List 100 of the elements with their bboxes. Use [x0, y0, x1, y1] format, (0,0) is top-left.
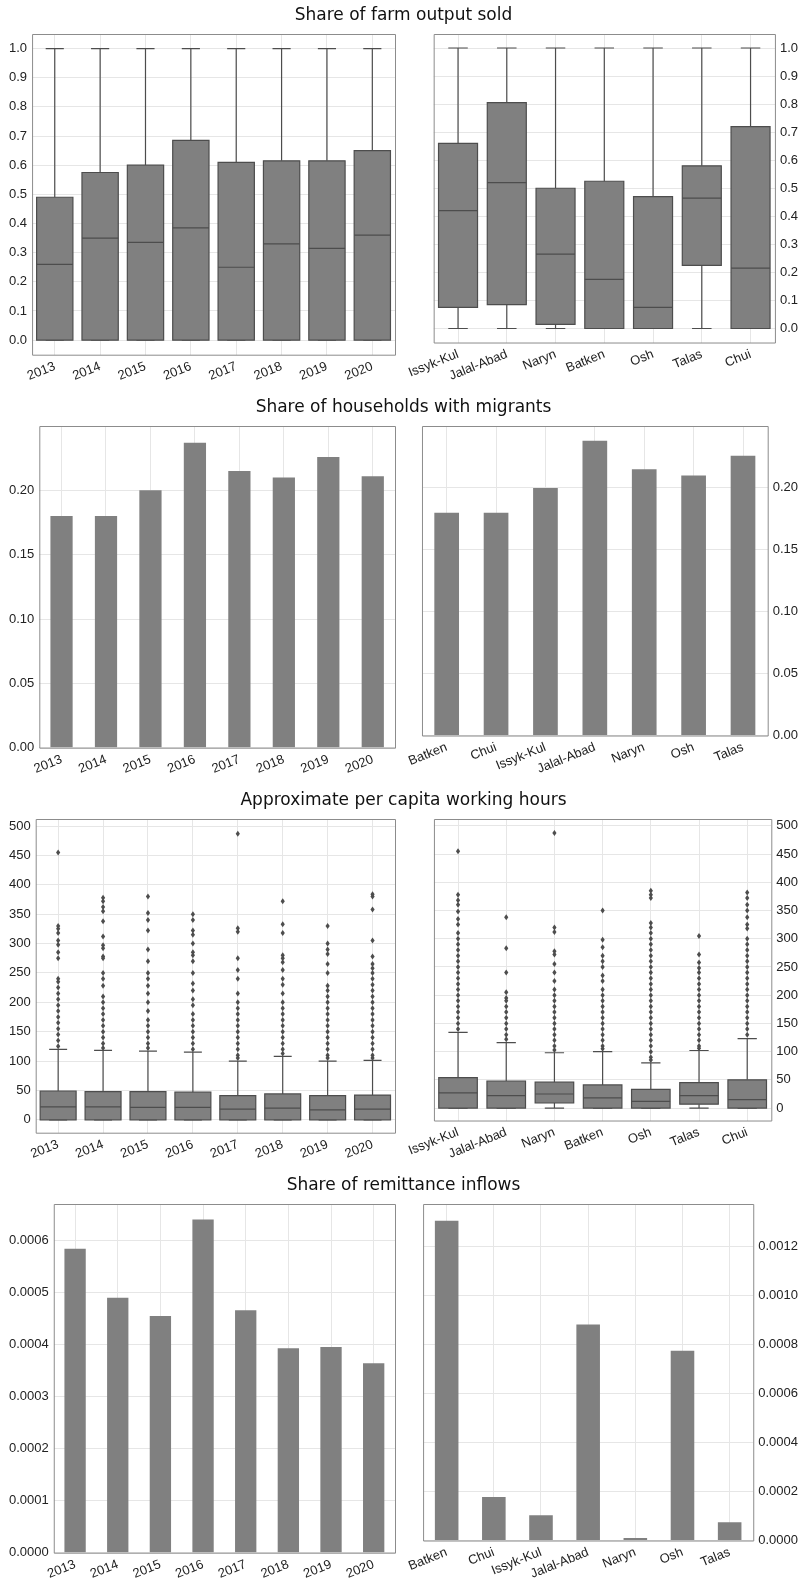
y-tick-label: 0.0004: [9, 1336, 49, 1352]
x-tick-label: Osh: [627, 345, 656, 369]
y-tick-label: 0.0: [8, 331, 28, 347]
y-tick-label: 0.4: [779, 207, 799, 223]
x-tick-label: 2014: [76, 751, 109, 776]
y-tick-label: 0.0008: [758, 1336, 798, 1352]
y-tick-label: 50: [776, 1071, 791, 1087]
x-tick-label: 2015: [130, 1556, 163, 1581]
y-tick-label: 100: [776, 1043, 799, 1059]
y-tick-label: 0.0001: [9, 1492, 49, 1508]
x-tick-label: Batken: [405, 1543, 450, 1574]
y-tick-label: 0.2: [8, 273, 28, 289]
x-tick-label: Talas: [711, 738, 746, 765]
y-tick-label: 0.20: [8, 481, 35, 497]
x-tick-label: 2018: [253, 751, 287, 776]
y-tick-label: 0.4: [8, 215, 28, 231]
x-tick-label: Batken: [405, 738, 450, 769]
x-tick-label: Talas: [670, 345, 705, 372]
y-tick-label: 0.3: [779, 235, 799, 251]
y-tick-label: 200: [8, 993, 31, 1009]
y-tick-label: 450: [776, 845, 799, 861]
x-tick-label: 2016: [162, 1136, 196, 1161]
chart-title: Share of farm output sold: [293, 4, 514, 24]
x-tick-label: 2017: [207, 1136, 241, 1161]
chart-title: Share of households with migrants: [254, 396, 553, 416]
y-tick-label: 1.0: [8, 40, 28, 56]
y-tick-label: 0.0002: [9, 1440, 49, 1456]
x-tick-label: 2019: [301, 1556, 334, 1581]
y-tick-label: 0.3: [8, 244, 28, 260]
x-tick-label: 2020: [342, 751, 376, 776]
x-tick-label: Naryn: [600, 1543, 638, 1571]
x-tick-label: 2013: [28, 1136, 61, 1161]
x-tick-label: 2015: [115, 358, 148, 383]
x-tick-label: Naryn: [608, 738, 647, 766]
y-tick-label: 300: [8, 935, 31, 951]
y-tick-label: 0.5: [779, 179, 799, 195]
y-tick-label: 400: [776, 873, 799, 889]
x-tick-label: Talas: [698, 1543, 733, 1570]
y-tick-label: 0.2: [779, 263, 799, 279]
x-tick-label: 2019: [296, 358, 330, 383]
y-tick-label: 0: [776, 1099, 784, 1115]
x-tick-label: 2015: [120, 751, 153, 776]
x-tick-label: 2017: [209, 751, 242, 776]
y-tick-label: 250: [8, 964, 31, 980]
x-tick-label: Chui: [719, 1123, 750, 1148]
y-tick-label: 0.20: [772, 479, 799, 495]
y-tick-label: 0.8: [779, 95, 799, 111]
y-tick-label: 0.05: [8, 674, 35, 690]
y-tick-label: 0.0000: [758, 1532, 798, 1548]
y-tick-label: 0.0006: [9, 1232, 49, 1248]
x-tick-label: 2017: [215, 1556, 249, 1581]
x-tick-label: 2018: [252, 1136, 286, 1161]
x-tick-label: 2014: [70, 358, 103, 383]
x-tick-label: Chui: [722, 345, 754, 370]
y-tick-label: 150: [776, 1014, 799, 1030]
y-tick-label: 0.15: [8, 546, 35, 562]
y-tick-label: 0.7: [8, 127, 28, 143]
x-tick-label: 2020: [343, 1556, 377, 1581]
x-tick-label: 2019: [298, 751, 331, 776]
x-tick-label: Naryn: [519, 1123, 557, 1151]
y-tick-label: 0.9: [8, 69, 28, 85]
y-tick-label: 0.00: [772, 727, 799, 743]
y-tick-label: 0.05: [772, 665, 799, 681]
y-tick-label: 500: [776, 817, 799, 833]
x-tick-label: 2016: [160, 358, 194, 383]
y-tick-label: 0.10: [772, 603, 799, 619]
x-tick-label: 2013: [24, 358, 58, 383]
y-tick-label: 0.1: [779, 292, 799, 308]
y-tick-label: 0.0: [779, 320, 799, 336]
y-tick-label: 0.0006: [758, 1385, 798, 1401]
y-tick-label: 0.0010: [758, 1287, 798, 1303]
y-tick-label: 200: [776, 986, 799, 1002]
y-tick-label: 0.0004: [758, 1434, 798, 1450]
x-tick-label: Talas: [667, 1123, 702, 1150]
y-tick-label: 350: [776, 902, 799, 918]
y-tick-label: 0.6: [779, 151, 799, 167]
y-tick-label: 350: [8, 905, 31, 921]
x-tick-label: 2020: [342, 1136, 376, 1161]
x-tick-label: 2014: [87, 1556, 121, 1581]
y-tick-label: 0: [23, 1111, 31, 1127]
x-tick-label: 2016: [164, 751, 198, 776]
y-tick-label: 0.5: [8, 185, 28, 201]
y-tick-label: 50: [16, 1081, 31, 1097]
x-tick-label: Osh: [657, 1543, 685, 1567]
chart-title: Approximate per capita working hours: [239, 789, 568, 809]
x-tick-label: 2020: [342, 358, 375, 383]
y-tick-label: 0.6: [8, 156, 28, 172]
y-tick-label: 0.7: [779, 123, 799, 139]
y-tick-label: 0.15: [772, 541, 799, 557]
x-tick-label: Osh: [668, 738, 697, 762]
x-tick-label: Naryn: [520, 345, 558, 373]
y-tick-label: 0.0012: [758, 1238, 798, 1254]
y-tick-label: 250: [776, 958, 799, 974]
x-tick-label: Batken: [563, 345, 607, 376]
y-tick-label: 0.0003: [9, 1388, 49, 1404]
y-tick-label: 300: [776, 930, 799, 946]
y-tick-label: 450: [8, 847, 31, 862]
y-tick-label: 0.0005: [9, 1284, 49, 1300]
y-tick-label: 500: [8, 817, 31, 833]
x-tick-label: 2015: [118, 1136, 151, 1161]
